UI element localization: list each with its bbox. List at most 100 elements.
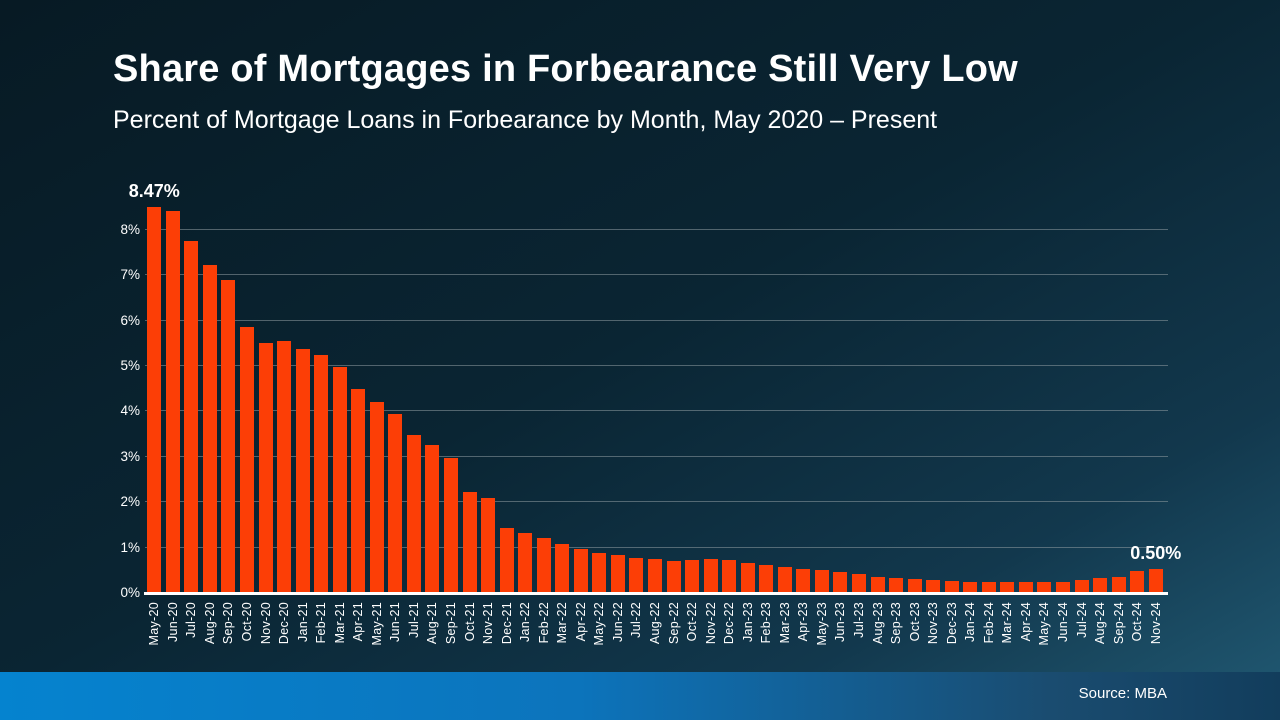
bar bbox=[1130, 570, 1145, 592]
x-axis-label: Mar-24 bbox=[1000, 602, 1015, 644]
x-axis-label: Sep-20 bbox=[221, 602, 236, 645]
bar bbox=[425, 445, 440, 592]
bar bbox=[499, 527, 514, 592]
source-text: Source: MBA bbox=[1078, 685, 1167, 702]
bar bbox=[1148, 569, 1163, 592]
bar bbox=[833, 572, 848, 592]
x-axis-label: Oct-23 bbox=[907, 602, 922, 642]
x-axis-label: May-23 bbox=[814, 602, 829, 646]
bar bbox=[648, 559, 662, 592]
x-axis-label: Aug-21 bbox=[425, 602, 440, 645]
bar bbox=[814, 569, 829, 592]
bar bbox=[666, 560, 681, 592]
x-axis-label: Feb-23 bbox=[759, 602, 774, 644]
x-axis-label: Oct-20 bbox=[240, 602, 254, 642]
bar bbox=[147, 207, 162, 592]
bar bbox=[889, 577, 904, 592]
x-axis-label: Nov-22 bbox=[703, 602, 718, 645]
bar bbox=[1000, 582, 1015, 592]
bar bbox=[314, 355, 329, 592]
x-axis-label: May-20 bbox=[147, 602, 162, 646]
y-axis-label: 1% bbox=[120, 539, 140, 555]
x-axis-label: Nov-20 bbox=[258, 602, 273, 645]
gridline bbox=[145, 455, 1168, 457]
x-axis-label: May-24 bbox=[1037, 602, 1052, 646]
bar bbox=[592, 553, 607, 592]
data-label: 8.47% bbox=[128, 181, 180, 202]
bar bbox=[388, 414, 403, 592]
bar bbox=[332, 366, 347, 592]
x-axis-label: Feb-24 bbox=[981, 602, 996, 644]
bar bbox=[963, 582, 978, 592]
x-axis-label: Aug-22 bbox=[648, 602, 662, 645]
forbearance-bar-chart: 0% 1% 2% 3% 4% 5% 6% 7% 8% May-20 Jun-20 Jul-20 Aug-… bbox=[120, 181, 1182, 646]
page-subtitle: Percent of Mortgage Loans in Forbearance… bbox=[113, 106, 938, 134]
x-axis-label: Jul-21 bbox=[406, 602, 421, 638]
x-axis-label: Jan-22 bbox=[518, 602, 533, 643]
bar bbox=[240, 327, 254, 592]
x-axis-label: Jul-24 bbox=[1074, 602, 1089, 638]
x-axis-label: Nov-21 bbox=[481, 602, 496, 645]
x-axis-label: Mar-22 bbox=[555, 602, 570, 644]
y-axis-label: 3% bbox=[120, 448, 140, 464]
bar bbox=[277, 340, 292, 592]
bar bbox=[555, 544, 570, 592]
x-axis-label: Aug-24 bbox=[1093, 602, 1108, 645]
bar bbox=[444, 457, 458, 592]
bar bbox=[481, 498, 496, 592]
bar bbox=[1056, 581, 1070, 592]
x-axis-label: Feb-22 bbox=[536, 602, 551, 644]
x-axis-label: Jan-24 bbox=[963, 602, 978, 643]
bar bbox=[907, 578, 922, 592]
bar bbox=[573, 549, 588, 592]
bar bbox=[258, 343, 273, 592]
y-axis-label: 6% bbox=[120, 312, 140, 328]
x-axis-label: Sep-24 bbox=[1111, 602, 1126, 645]
page-title: Share of Mortgages in Forbearance Still … bbox=[113, 48, 1018, 90]
bar bbox=[221, 280, 236, 592]
gridline bbox=[145, 274, 1168, 276]
bar bbox=[722, 560, 737, 592]
x-axis-label: Jun-23 bbox=[833, 602, 848, 643]
x-axis-label: Dec-23 bbox=[944, 602, 959, 645]
gridline bbox=[145, 228, 1168, 230]
data-label: 0.50% bbox=[1130, 543, 1182, 564]
x-axis-label: Dec-21 bbox=[499, 602, 514, 645]
x-axis-label: Jan-23 bbox=[740, 602, 755, 643]
x-axis-label: Apr-22 bbox=[573, 602, 588, 642]
bar bbox=[536, 538, 551, 592]
bar bbox=[926, 580, 941, 592]
x-axis-label: Mar-23 bbox=[777, 602, 792, 644]
y-axis-label: 8% bbox=[120, 221, 140, 237]
bar bbox=[740, 562, 755, 592]
x-axis-label: Oct-24 bbox=[1130, 602, 1145, 642]
bar bbox=[852, 574, 866, 592]
x-axis-label: Jun-24 bbox=[1056, 602, 1070, 643]
x-axis-label: Apr-24 bbox=[1018, 602, 1033, 642]
gridline bbox=[145, 365, 1168, 366]
bar bbox=[629, 558, 644, 592]
bar bbox=[1093, 577, 1108, 592]
y-axis-label: 4% bbox=[120, 403, 140, 419]
bar bbox=[685, 560, 700, 592]
y-axis-label: 5% bbox=[120, 358, 140, 373]
bar bbox=[944, 581, 959, 592]
bar bbox=[759, 564, 774, 592]
bar bbox=[981, 582, 996, 592]
x-axis-label: May-21 bbox=[369, 602, 384, 646]
bar bbox=[796, 568, 811, 592]
x-axis-label: Dec-20 bbox=[277, 602, 292, 645]
x-axis-label: Apr-21 bbox=[351, 602, 366, 642]
footer-bar: Source: MBA bbox=[0, 672, 1280, 720]
x-axis-line bbox=[144, 592, 1168, 595]
x-axis-label: Jan-21 bbox=[295, 602, 310, 643]
y-axis-label: 7% bbox=[120, 267, 140, 283]
bar bbox=[518, 532, 533, 592]
x-axis-label: Oct-22 bbox=[685, 602, 700, 642]
y-axis-label: 0% bbox=[120, 585, 140, 600]
bar bbox=[184, 240, 199, 592]
bar bbox=[369, 402, 384, 592]
x-axis-label: Jul-20 bbox=[184, 602, 199, 638]
x-axis-label: Dec-22 bbox=[722, 602, 737, 645]
